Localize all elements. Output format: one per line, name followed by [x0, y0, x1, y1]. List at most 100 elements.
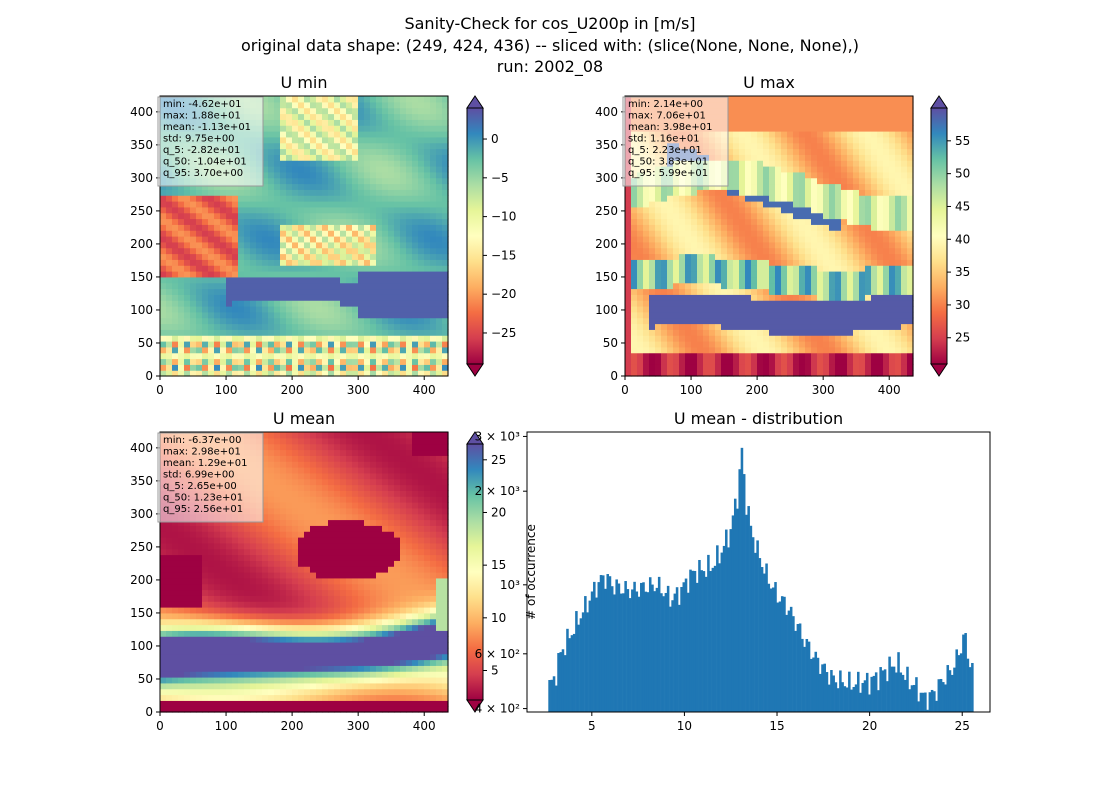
heatmap-cell — [172, 288, 179, 295]
heatmap-cell — [340, 113, 347, 120]
heatmap-cell — [649, 276, 656, 284]
heatmap-cell — [829, 306, 836, 313]
heatmap-cell — [673, 253, 680, 260]
heatmap-cell — [412, 160, 419, 167]
heatmap-cell — [889, 206, 896, 214]
heatmap-cell — [352, 195, 359, 202]
heatmap-cell — [625, 276, 632, 284]
heatmap-cell — [805, 195, 812, 202]
heatmap-cell — [160, 677, 167, 684]
heatmap-cell — [805, 335, 812, 342]
heatmap-cell — [418, 142, 425, 150]
heatmap-cell — [268, 271, 275, 278]
heatmap-cell — [625, 282, 632, 290]
heatmap-cell — [859, 119, 866, 126]
heatmap-cell — [202, 294, 209, 301]
heatmap-cell — [304, 189, 311, 196]
heatmap-cell — [424, 311, 431, 319]
heatmap-cell — [745, 335, 752, 342]
heatmap-cell — [787, 136, 794, 144]
heatmap-cell — [679, 271, 686, 278]
heatmap-cell — [160, 236, 167, 243]
heatmap-cell — [829, 236, 836, 243]
heatmap-cell — [769, 125, 776, 132]
heatmap-cell — [661, 294, 668, 301]
heatmap-cell — [733, 259, 740, 266]
heatmap-cell — [895, 288, 902, 295]
heatmap-cell — [853, 311, 860, 319]
heatmap-cell — [184, 300, 191, 307]
heatmap-cell — [364, 195, 371, 202]
heatmap-cell — [835, 364, 842, 371]
heatmap-cell — [715, 189, 722, 196]
heatmap-cell — [787, 171, 794, 179]
heatmap-cell — [166, 370, 173, 377]
heatmap-cell — [859, 335, 866, 342]
heatmap-cell — [637, 341, 644, 348]
heatmap-cell — [697, 341, 704, 348]
heatmap-cell — [424, 148, 431, 155]
heatmap-cell — [382, 247, 389, 255]
heatmap-cell — [418, 154, 425, 161]
heatmap-cell — [418, 183, 425, 190]
heatmap-cell — [166, 253, 173, 260]
heatmap-cell — [268, 335, 275, 342]
heatmap-cell — [166, 706, 173, 713]
heatmap-cell — [370, 166, 377, 173]
heatmap-cell — [172, 647, 179, 655]
heatmap-cell — [901, 288, 908, 295]
heatmap-cell — [238, 201, 245, 208]
heatmap-cell — [703, 206, 710, 214]
heatmap-cell — [430, 236, 437, 243]
heatmap-cell — [793, 323, 800, 330]
heatmap-cell — [352, 311, 359, 319]
heatmap-cell — [430, 323, 437, 330]
heatmap-cell — [238, 195, 245, 202]
heatmap-cell — [739, 206, 746, 214]
heatmap-cell — [637, 288, 644, 295]
heatmap-cell — [160, 607, 167, 614]
heatmap-cell — [739, 230, 746, 237]
heatmap-cell — [745, 212, 752, 220]
heatmap-cell — [400, 119, 407, 126]
heatmap-cell — [745, 171, 752, 179]
heatmap-cell — [412, 294, 419, 301]
heatmap-cell — [436, 218, 443, 225]
heatmap-cell — [793, 370, 800, 377]
heatmap-cell — [190, 341, 197, 348]
heatmap-cell — [685, 306, 692, 313]
heatmap-cell — [202, 236, 209, 243]
heatmap-cell — [877, 241, 884, 249]
heatmap-cell — [172, 595, 179, 602]
heatmap-cell — [256, 329, 263, 336]
heatmap-cell — [829, 189, 836, 196]
heatmap-cell — [781, 189, 788, 196]
heatmap-cell — [160, 612, 167, 620]
heatmap-cell — [883, 183, 890, 190]
heatmap-cell — [418, 96, 425, 103]
heatmap-cell — [799, 259, 806, 266]
heatmap-cell — [250, 306, 257, 313]
heatmap-cell — [853, 101, 860, 109]
heatmap-cell — [841, 282, 848, 290]
colorbar-tick-label: 35 — [955, 265, 970, 279]
heatmap-cell — [172, 531, 179, 538]
heatmap-cell — [442, 346, 449, 354]
heatmap-cell — [895, 265, 902, 272]
heatmap-cell — [340, 212, 347, 220]
heatmap-cell — [661, 201, 668, 208]
heatmap-cell — [751, 276, 758, 284]
heatmap-cell — [262, 230, 269, 237]
heatmap-cell — [655, 364, 662, 371]
heatmap-cell — [847, 259, 854, 266]
heatmap-cell — [418, 119, 425, 126]
heatmap-cell — [697, 253, 704, 260]
heatmap-cell — [787, 259, 794, 266]
heatmap-cell — [691, 206, 698, 214]
heatmap-cell — [877, 154, 884, 161]
heatmap-cell — [166, 288, 173, 295]
heatmap-cell — [823, 346, 830, 354]
heatmap-cell — [649, 206, 656, 214]
heatmap-cell — [328, 288, 335, 295]
heatmap-cell — [286, 119, 293, 126]
